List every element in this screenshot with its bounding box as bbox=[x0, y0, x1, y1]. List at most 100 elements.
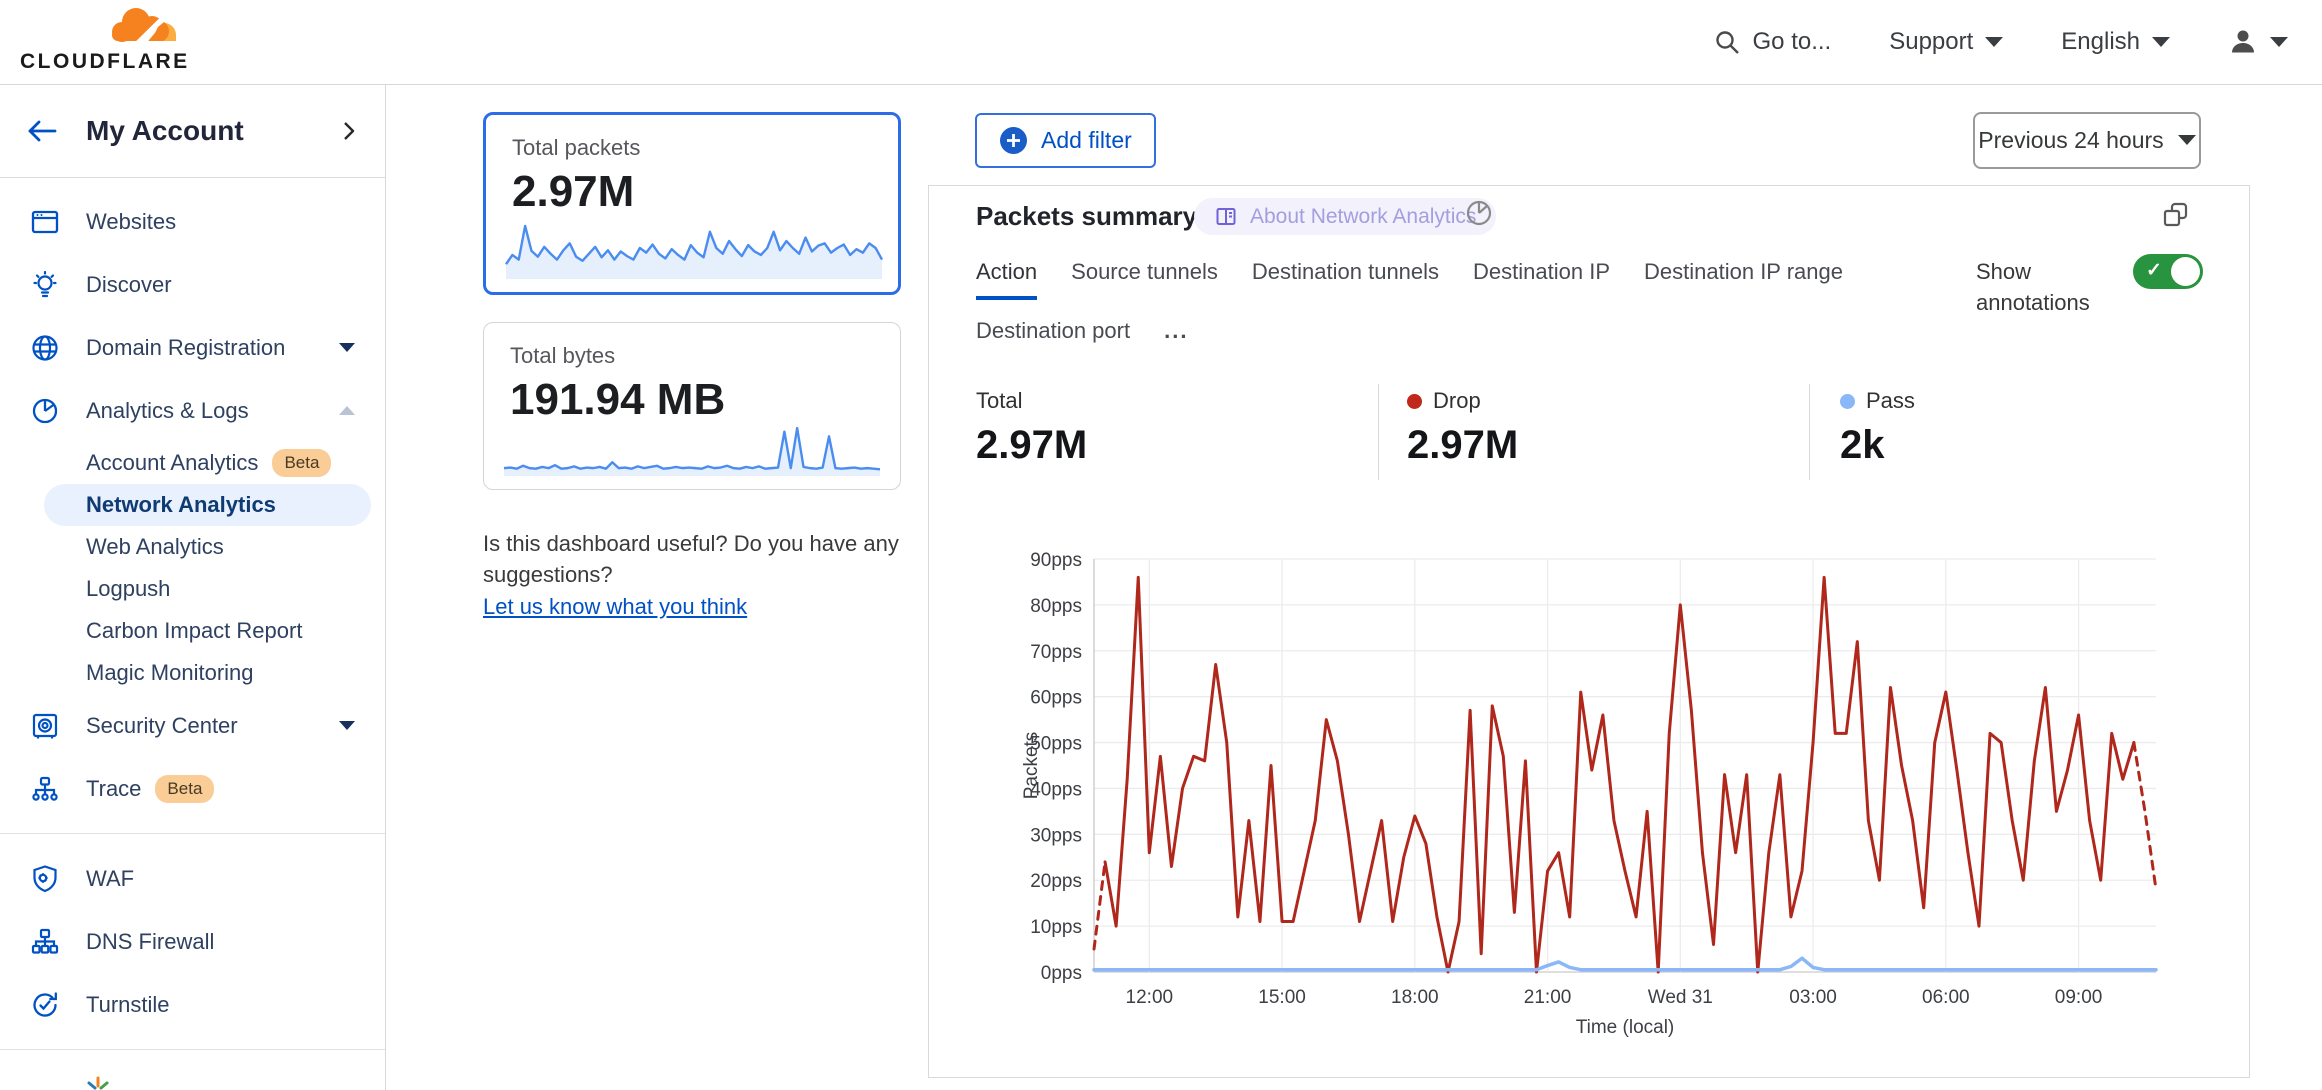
sidebar-item-discover[interactable]: Discover bbox=[0, 253, 385, 316]
total-bytes-sparkline bbox=[502, 419, 882, 477]
sidebar-item-label: Security Center bbox=[86, 712, 238, 738]
svg-text:18:00: 18:00 bbox=[1391, 987, 1439, 1008]
stats-row: Total 2.97M Drop 2.97M Pass 2k bbox=[929, 384, 2249, 480]
svg-text:80pps: 80pps bbox=[1030, 596, 1082, 617]
tab-action[interactable]: Action bbox=[976, 259, 1038, 300]
zero-trust-icon[interactable] bbox=[84, 1076, 112, 1090]
beta-badge: Beta bbox=[155, 774, 215, 803]
shield-icon bbox=[30, 864, 60, 894]
sidebar-item-label: Analytics & Logs bbox=[86, 397, 249, 423]
tab-destination-port[interactable]: Destination port bbox=[976, 318, 1131, 343]
search-icon bbox=[1714, 29, 1741, 56]
pie-chart-icon[interactable] bbox=[1463, 196, 1495, 228]
total-bytes-title: Total bytes bbox=[510, 343, 616, 368]
sidebar-item-trace[interactable]: Trace Beta bbox=[0, 757, 385, 820]
expand-panel-icon[interactable] bbox=[2161, 200, 2191, 230]
show-annotations-toggle[interactable]: ✓ bbox=[2133, 254, 2203, 289]
svg-text:09:00: 09:00 bbox=[2055, 987, 2103, 1008]
cloudflare-wordmark: CLOUDFLARE bbox=[20, 50, 190, 73]
svg-text:15:00: 15:00 bbox=[1258, 987, 1306, 1008]
sidebar-item-magic-monitoring[interactable]: Magic Monitoring bbox=[0, 652, 385, 694]
sidebar-item-domain-registration[interactable]: Domain Registration bbox=[0, 316, 385, 379]
tab-destination-ip[interactable]: Destination IP bbox=[1473, 259, 1611, 284]
sidebar-item-label: WAF bbox=[86, 865, 135, 891]
sidebar-item-waf[interactable]: WAF bbox=[0, 847, 385, 910]
total-packets-value: 2.97M bbox=[512, 167, 635, 216]
sidebar-item-label: DNS Firewall bbox=[86, 928, 215, 954]
active-item-highlight bbox=[44, 484, 371, 526]
sidebar-item-dns-firewall[interactable]: DNS Firewall bbox=[0, 910, 385, 973]
svg-text:06:00: 06:00 bbox=[1922, 987, 1970, 1008]
sidebar-item-label: Domain Registration bbox=[86, 334, 286, 360]
sidebar-item-label: Account Analytics bbox=[86, 450, 259, 475]
language-label: English bbox=[2061, 28, 2140, 55]
user-menu[interactable] bbox=[2228, 27, 2288, 57]
language-menu[interactable]: English bbox=[2061, 28, 2170, 56]
pie-icon bbox=[30, 396, 60, 426]
chevron-down-icon bbox=[1985, 36, 2004, 48]
tab-destination-ip-range[interactable]: Destination IP range bbox=[1644, 259, 1843, 284]
svg-text:0pps: 0pps bbox=[1041, 963, 1082, 984]
sidebar-nav: Websites Discover Domain Registration Analy… bbox=[0, 178, 385, 1050]
tab-source-tunnels[interactable]: Source tunnels bbox=[1071, 259, 1218, 284]
svg-text:10pps: 10pps bbox=[1030, 917, 1082, 938]
sidebar-item-security-center[interactable]: Security Center bbox=[0, 694, 385, 757]
drop-series-dot bbox=[1407, 393, 1422, 409]
svg-text:60pps: 60pps bbox=[1030, 688, 1082, 709]
add-filter-label: Add filter bbox=[1041, 127, 1132, 153]
svg-text:Wed 31: Wed 31 bbox=[1648, 987, 1713, 1008]
packets-line-chart[interactable]: 0pps 10pps 20pps 30pps 40pps 50pps 60pps 70pps 8… bbox=[1021, 541, 2251, 1041]
user-icon bbox=[2228, 27, 2258, 57]
feedback-link[interactable]: Let us know what you think bbox=[483, 594, 748, 619]
total-packets-sparkline bbox=[504, 214, 884, 280]
total-packets-card[interactable]: Total packets 2.97M bbox=[483, 112, 901, 295]
sidebar-item-carbon-impact-report[interactable]: Carbon Impact Report bbox=[0, 610, 385, 652]
about-badge-label: About Network Analytics bbox=[1250, 204, 1477, 228]
total-packets-title: Total packets bbox=[512, 135, 641, 160]
sidebar-item-web-analytics[interactable]: Web Analytics bbox=[0, 526, 385, 568]
stat-value: 2.97M bbox=[1407, 423, 1519, 467]
total-bytes-value: 191.94 MB bbox=[510, 375, 726, 424]
chevron-down-icon bbox=[2177, 135, 2196, 146]
support-label: Support bbox=[1889, 28, 1974, 55]
tabs-more-button[interactable]: ... bbox=[1164, 318, 1189, 343]
svg-text:21:00: 21:00 bbox=[1524, 987, 1572, 1008]
svg-text:20pps: 20pps bbox=[1030, 871, 1082, 892]
time-range-label: Previous 24 hours bbox=[1978, 127, 2164, 153]
cloudflare-logo[interactable]: CLOUDFLARE bbox=[20, 2, 190, 82]
back-arrow-icon[interactable] bbox=[26, 118, 58, 144]
sidebar-item-analytics-logs[interactable]: Analytics & Logs bbox=[0, 379, 385, 442]
add-filter-button[interactable]: Add filter bbox=[975, 113, 1156, 168]
toggle-knob bbox=[2171, 257, 2200, 286]
stat-label: Drop bbox=[1433, 388, 1481, 413]
show-annotations-label: Show annotations bbox=[1976, 259, 2090, 315]
sidebar-item-websites[interactable]: Websites bbox=[0, 190, 385, 253]
total-bytes-card[interactable]: Total bytes 191.94 MB bbox=[483, 322, 901, 490]
vault-icon bbox=[30, 711, 60, 741]
svg-text:12:00: 12:00 bbox=[1126, 987, 1174, 1008]
time-range-dropdown[interactable]: Previous 24 hours bbox=[1973, 112, 2201, 169]
svg-text:30pps: 30pps bbox=[1030, 825, 1082, 846]
svg-text:03:00: 03:00 bbox=[1789, 987, 1837, 1008]
svg-text:70pps: 70pps bbox=[1030, 642, 1082, 663]
tab-destination-tunnels[interactable]: Destination tunnels bbox=[1251, 259, 1440, 284]
about-network-analytics-badge[interactable]: About Network Analytics bbox=[1194, 198, 1497, 235]
sidebar-item-account-analytics[interactable]: Account Analytics Beta bbox=[0, 442, 385, 484]
svg-text:Time (local): Time (local) bbox=[1576, 1017, 1675, 1038]
chevron-down-icon bbox=[2270, 36, 2288, 48]
sidebar-item-turnstile[interactable]: Turnstile bbox=[0, 973, 385, 1036]
caret-down-icon bbox=[339, 720, 355, 731]
sidebar-item-network-analytics[interactable]: Network Analytics bbox=[0, 484, 385, 526]
support-menu[interactable]: Support bbox=[1889, 28, 2004, 56]
go-to-search[interactable]: Go to... bbox=[1714, 28, 1831, 56]
browser-icon bbox=[30, 207, 60, 237]
chevron-right-icon[interactable] bbox=[344, 122, 355, 140]
sidebar-item-logpush[interactable]: Logpush bbox=[0, 568, 385, 610]
pass-series-dot bbox=[1840, 393, 1855, 409]
panel-title: Packets summary bbox=[976, 201, 1198, 231]
sidebar-item-label: Web Analytics bbox=[86, 534, 224, 559]
sidebar-item-label: Websites bbox=[86, 208, 177, 234]
account-header: My Account bbox=[0, 85, 385, 178]
stat-value: 2k bbox=[1840, 423, 1885, 467]
stat-drop: Drop 2.97M bbox=[1378, 384, 1809, 480]
